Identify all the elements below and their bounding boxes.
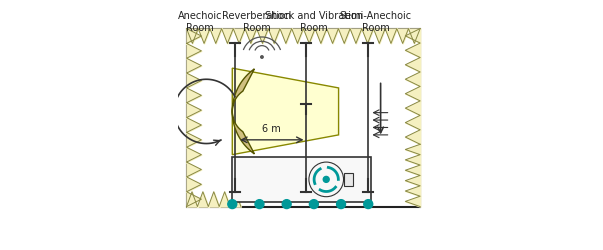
Circle shape	[255, 200, 264, 208]
Circle shape	[260, 56, 263, 58]
Circle shape	[282, 200, 291, 208]
Circle shape	[323, 176, 329, 182]
Text: Reverberation
Room: Reverberation Room	[223, 11, 292, 33]
Polygon shape	[232, 69, 254, 154]
Text: Anechoic
Room: Anechoic Room	[178, 11, 223, 33]
Bar	[186, 28, 420, 206]
Circle shape	[336, 200, 346, 208]
Circle shape	[309, 200, 318, 208]
Text: 6 m: 6 m	[262, 124, 281, 134]
Circle shape	[364, 200, 373, 208]
Text: Semi-Anechoic
Room: Semi-Anechoic Room	[339, 11, 412, 33]
Bar	[344, 173, 353, 186]
Circle shape	[228, 200, 237, 208]
Polygon shape	[232, 68, 338, 155]
Bar	[232, 157, 371, 202]
Text: Shock and Vibration
Room: Shock and Vibration Room	[265, 11, 363, 33]
